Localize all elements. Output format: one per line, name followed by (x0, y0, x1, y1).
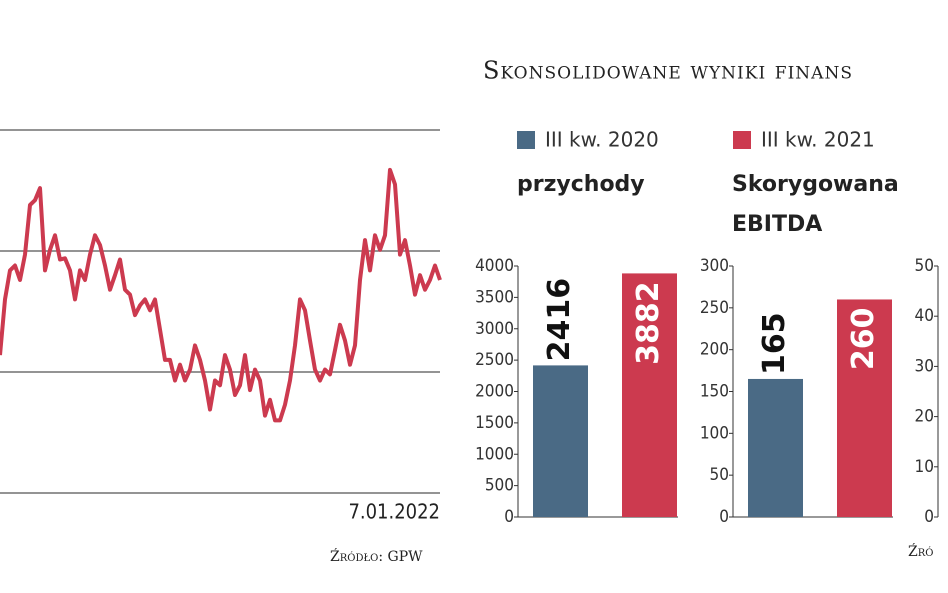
legend-label: III kw. 2020 (545, 128, 659, 152)
y-tick-label: 4000 (475, 256, 514, 276)
source: Źró (908, 542, 933, 560)
price-line (0, 167, 442, 423)
y-tick-label: 40 (915, 306, 934, 326)
title: Skonsolidowane wyniki finans (483, 57, 853, 85)
y-tick-label: 100 (700, 423, 729, 443)
y-tick-label: 20 (915, 407, 934, 427)
source: Źródło: GPW (330, 547, 423, 565)
chart-header: przychody (517, 172, 645, 197)
value-label: 3882 (631, 281, 666, 365)
bar (622, 273, 677, 517)
header-line: przychody (517, 172, 645, 197)
y-tick-label: 0 (719, 507, 729, 527)
chart-header: Skorygowana EBITDA (732, 172, 899, 237)
value-label: 2416 (542, 278, 577, 362)
y-tick-label: 500 (485, 476, 514, 496)
y-tick-label: 1000 (475, 444, 514, 464)
y-tick-label: 50 (915, 256, 934, 276)
y-tick-label: 3500 (475, 287, 514, 307)
header-line: Skorygowana (732, 172, 899, 197)
value-label: 260 (846, 307, 881, 370)
y-tick-label: 2000 (475, 382, 514, 402)
bar (748, 378, 803, 517)
y-tick-label: 3000 (475, 319, 514, 339)
x-tick-label: 7.01.2022 (348, 500, 440, 524)
bar (837, 299, 892, 517)
value-label: 165 (757, 312, 792, 375)
header-line: EBITDA (732, 212, 822, 237)
legend-label: III kw. 2021 (761, 128, 875, 152)
y-tick-label: 0 (504, 507, 514, 527)
bar (533, 365, 588, 517)
y-tick-label: 0 (924, 507, 934, 527)
y-tick-label: 200 (700, 340, 729, 360)
y-tick-label: 50 (710, 465, 729, 485)
y-tick-label: 10 (915, 457, 934, 477)
y-tick-label: 150 (700, 382, 729, 402)
legend-swatch (517, 131, 535, 149)
y-tick-label: 300 (700, 256, 729, 276)
y-tick-label: 1500 (475, 413, 514, 433)
y-tick-label: 30 (915, 356, 934, 376)
y-tick-label: 2500 (475, 350, 514, 370)
y-tick-label: 250 (700, 298, 729, 318)
legend-swatch (733, 131, 751, 149)
